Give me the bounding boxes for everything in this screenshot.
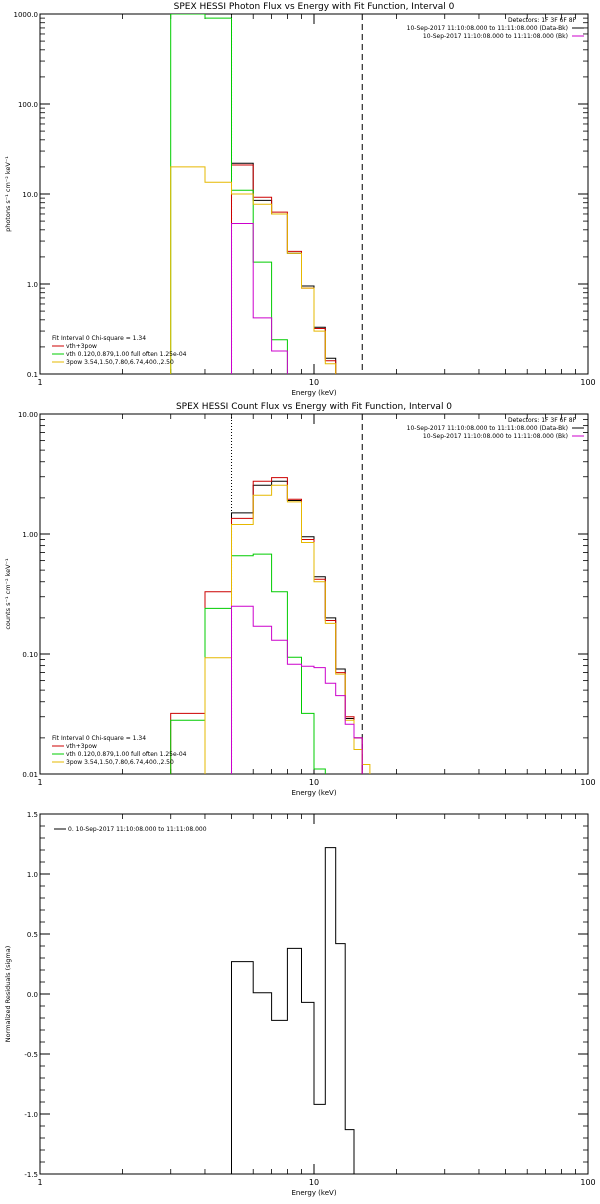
fit-legend-text: vth+3pow bbox=[66, 743, 97, 750]
series-line-3 bbox=[170, 553, 326, 774]
y-tick-label: 100.0 bbox=[18, 101, 38, 109]
x-tick-label: 100 bbox=[580, 778, 595, 787]
fit-legend-text: vth 0.120,0.879,1.00 full often 1.25e-04 bbox=[66, 751, 187, 758]
residual-legend-text: 0. 10-Sep-2017 11:10:08.000 to 11:11:08.… bbox=[68, 826, 207, 833]
x-tick-label: 1 bbox=[37, 378, 42, 387]
series-line-2 bbox=[170, 477, 363, 774]
y-tick-label: -1.5 bbox=[24, 1171, 38, 1179]
y-tick-label: 0.0 bbox=[27, 991, 38, 999]
header-legend-text: 10-Sep-2017 11:10:08.000 to 11:11:08.000… bbox=[407, 25, 568, 32]
header-legend-text: 10-Sep-2017 11:10:08.000 to 11:11:08.000… bbox=[423, 33, 568, 40]
x-axis-label: Energy (keV) bbox=[291, 1189, 336, 1197]
fit-legend-text: vth+3pow bbox=[66, 343, 97, 350]
data-series bbox=[170, 14, 337, 374]
y-axis-label: Normalized Residuals (sigma) bbox=[4, 946, 12, 1043]
series-line-4 bbox=[204, 484, 371, 774]
series-line-1 bbox=[231, 480, 363, 774]
y-tick-label: 1.0 bbox=[27, 871, 38, 879]
fit-legend-text: 3pow 3.54,1.50,7.80,6.74,400.,2.50 bbox=[66, 759, 174, 766]
residual-legend: 0. 10-Sep-2017 11:10:08.000 to 11:11:08.… bbox=[54, 826, 207, 833]
header-legend-text: 10-Sep-2017 11:10:08.000 to 11:11:08.000… bbox=[407, 425, 568, 432]
y-tick-label: 0.10 bbox=[22, 651, 38, 659]
x-tick-label: 100 bbox=[580, 378, 595, 387]
y-axis: 0.01 0.10 1.00 10.00 bbox=[18, 411, 588, 779]
series-line-5 bbox=[231, 605, 363, 774]
y-axis: -1.5 -1.0 -0.5 0.0 0.5 1.0 1.5 bbox=[24, 811, 588, 1179]
fit-legend-text: vth 0.120,0.879,1.00 full often 1.25e-04 bbox=[66, 351, 187, 358]
series-line-3 bbox=[170, 14, 288, 374]
fit-legend-title: Fit Interval 0 Chi-square = 1.34 bbox=[52, 735, 146, 742]
y-tick-label: 1.00 bbox=[22, 531, 38, 539]
x-tick-label: 1 bbox=[37, 778, 42, 787]
fit-legend-text: 3pow 3.54,1.50,7.80,6.74,400.,2.50 bbox=[66, 359, 174, 366]
y-tick-label: -0.5 bbox=[24, 1051, 38, 1059]
y-tick-label: 10.00 bbox=[18, 411, 38, 419]
chart-title: SPEX HESSI Photon Flux vs Energy with Fi… bbox=[174, 2, 455, 12]
x-tick-label: 1 bbox=[37, 1178, 42, 1187]
plot-frame bbox=[39, 813, 589, 1175]
y-axis-label: photons s⁻¹ cm⁻² keV⁻¹ bbox=[4, 156, 12, 232]
y-tick-label: 1.0 bbox=[27, 281, 38, 289]
y-tick-label: 0.01 bbox=[22, 771, 38, 779]
x-axis: 1 10 100 bbox=[37, 814, 596, 1187]
x-axis-label: Energy (keV) bbox=[291, 789, 336, 797]
data-series bbox=[170, 477, 371, 774]
x-tick-label: 10 bbox=[309, 378, 319, 387]
y-tick-label: 0.5 bbox=[27, 931, 38, 939]
y-axis: 0.1 1.0 10.0 100.0 1000.0 bbox=[14, 11, 588, 379]
chart-panel-1: SPEX HESSI Photon Flux vs Energy with Fi… bbox=[4, 2, 596, 397]
fit-legend: Fit Interval 0 Chi-square = 1.34vth+3pow… bbox=[52, 335, 187, 366]
x-tick-label: 100 bbox=[580, 1178, 595, 1187]
y-tick-label: 1.5 bbox=[27, 811, 38, 819]
fit-legend: Fit Interval 0 Chi-square = 1.34vth+3pow… bbox=[52, 735, 187, 766]
series-line-4 bbox=[170, 166, 337, 374]
x-axis-label: Energy (keV) bbox=[291, 389, 336, 397]
x-tick-label: 10 bbox=[309, 778, 319, 787]
y-axis-label: counts s⁻¹ cm⁻² keV⁻¹ bbox=[4, 558, 12, 630]
header-legend-text: Detectors: 1F 3F 6F 8F bbox=[508, 417, 577, 424]
y-tick-label: 10.0 bbox=[22, 191, 38, 199]
data-series bbox=[231, 847, 355, 1174]
chart-title: SPEX HESSI Count Flux vs Energy with Fit… bbox=[176, 402, 452, 412]
series-line-1 bbox=[231, 847, 355, 1174]
y-tick-label: -1.0 bbox=[24, 1111, 38, 1119]
x-axis: 1 10 100 bbox=[37, 414, 596, 787]
header-legend-text: Detectors: 1F 3F 6F 8F bbox=[508, 17, 577, 24]
x-tick-label: 10 bbox=[309, 1178, 319, 1187]
chart-panel-2: SPEX HESSI Count Flux vs Energy with Fit… bbox=[4, 402, 596, 797]
series-line-5 bbox=[231, 223, 288, 374]
y-tick-label: 1000.0 bbox=[14, 11, 39, 19]
fit-legend-title: Fit Interval 0 Chi-square = 1.34 bbox=[52, 335, 146, 342]
y-tick-label: 0.1 bbox=[27, 371, 38, 379]
header-legend-text: 10-Sep-2017 11:10:08.000 to 11:11:08.000… bbox=[423, 433, 568, 440]
